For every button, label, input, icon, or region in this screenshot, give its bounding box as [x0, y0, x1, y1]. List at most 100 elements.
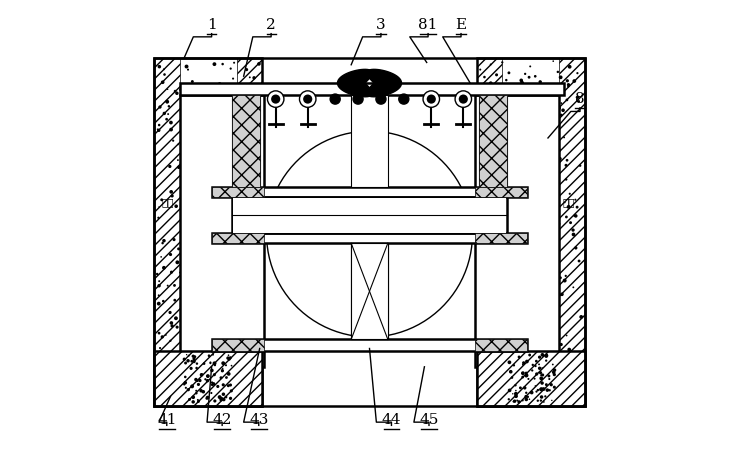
Bar — [211, 339, 528, 351]
Point — [510, 392, 522, 400]
Point — [211, 167, 222, 174]
Point — [517, 216, 528, 223]
Point — [187, 348, 199, 355]
Point — [222, 382, 234, 389]
Point — [559, 277, 571, 284]
Point — [161, 98, 173, 106]
Point — [170, 314, 182, 322]
Bar — [211, 233, 265, 243]
Point — [517, 325, 528, 332]
Point — [481, 356, 493, 364]
Point — [506, 165, 518, 172]
Point — [213, 206, 225, 213]
Point — [506, 172, 518, 179]
Point — [496, 287, 508, 295]
Point — [231, 86, 243, 93]
Point — [213, 157, 225, 165]
Point — [520, 113, 531, 120]
Point — [554, 274, 566, 281]
Point — [207, 84, 219, 91]
Point — [184, 143, 196, 151]
Point — [546, 282, 558, 290]
Point — [219, 311, 231, 319]
Point — [231, 268, 243, 275]
Point — [202, 321, 214, 329]
Point — [496, 308, 508, 316]
Point — [220, 232, 232, 240]
Point — [525, 369, 537, 376]
Point — [549, 396, 561, 403]
Point — [492, 246, 504, 254]
Point — [534, 85, 545, 92]
Point — [217, 386, 228, 394]
Point — [495, 88, 507, 95]
Point — [194, 361, 205, 369]
Point — [158, 396, 170, 403]
Point — [545, 365, 557, 373]
Bar — [474, 233, 528, 243]
Point — [508, 207, 520, 214]
Point — [210, 253, 222, 261]
Point — [492, 223, 504, 230]
Point — [245, 95, 257, 102]
Point — [157, 297, 169, 305]
Point — [250, 225, 262, 233]
Point — [520, 396, 532, 403]
Point — [215, 215, 227, 222]
Point — [521, 187, 533, 194]
Point — [508, 298, 520, 305]
Point — [529, 210, 541, 218]
Point — [529, 145, 541, 152]
Point — [231, 321, 243, 329]
Point — [553, 138, 565, 146]
Point — [210, 86, 222, 94]
Point — [227, 75, 239, 82]
Point — [509, 98, 521, 106]
Point — [193, 381, 205, 388]
Point — [211, 217, 223, 224]
Point — [190, 376, 202, 384]
Point — [520, 389, 532, 397]
Point — [548, 292, 559, 300]
Point — [171, 258, 183, 266]
Point — [554, 87, 565, 94]
Point — [539, 293, 551, 300]
Point — [175, 309, 187, 317]
Point — [556, 87, 568, 94]
Point — [195, 288, 207, 296]
Point — [209, 361, 221, 369]
Point — [524, 63, 536, 70]
Point — [530, 85, 542, 93]
Point — [557, 106, 569, 114]
Circle shape — [423, 91, 440, 107]
Point — [230, 398, 242, 406]
Point — [517, 179, 528, 186]
Point — [215, 142, 227, 149]
Point — [243, 147, 255, 155]
Point — [185, 135, 197, 143]
Point — [504, 87, 516, 94]
Point — [214, 393, 225, 401]
Point — [228, 232, 239, 239]
Point — [197, 376, 209, 383]
Point — [497, 398, 508, 406]
Point — [531, 388, 542, 395]
Point — [238, 244, 250, 251]
Point — [205, 233, 217, 241]
Point — [478, 288, 490, 296]
Point — [192, 140, 204, 147]
Point — [175, 86, 187, 93]
Point — [239, 163, 251, 170]
Point — [478, 130, 490, 138]
Point — [549, 108, 561, 115]
Point — [202, 359, 214, 366]
Point — [474, 66, 486, 73]
Point — [500, 180, 511, 187]
Point — [175, 176, 187, 184]
Point — [552, 68, 564, 76]
Point — [228, 213, 239, 220]
Point — [245, 356, 257, 364]
Point — [185, 129, 197, 137]
Point — [192, 396, 204, 403]
Point — [537, 143, 549, 151]
